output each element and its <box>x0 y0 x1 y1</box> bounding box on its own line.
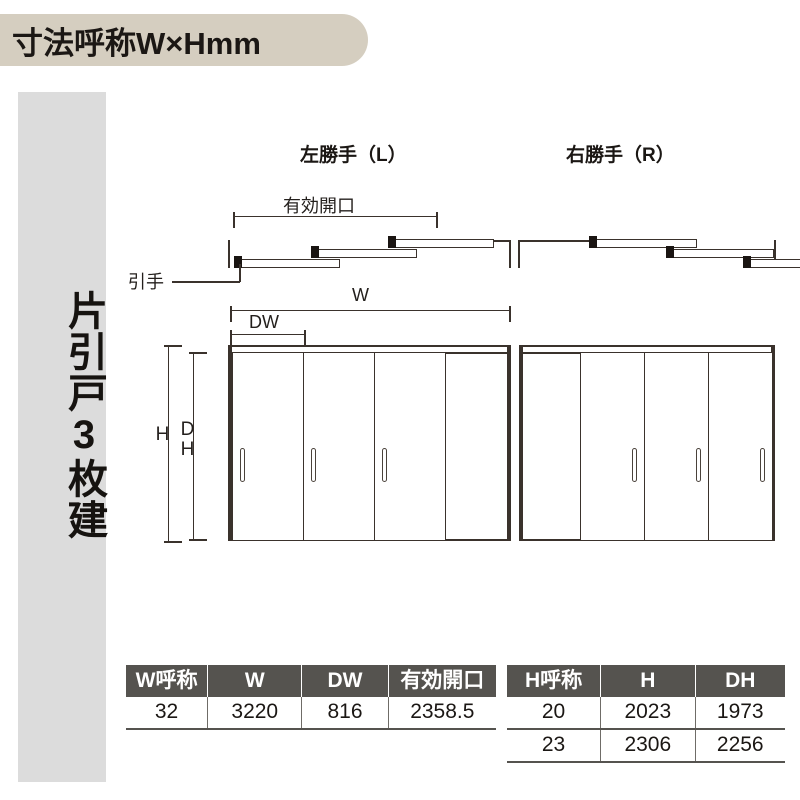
elev-door-3-l <box>374 352 446 541</box>
width-door-tick-start <box>230 330 232 346</box>
height-door-dimline <box>193 352 195 541</box>
height-door-tick-top <box>189 352 207 354</box>
td-clear-opening: 2358.5 <box>387 697 496 731</box>
th-h-nominal: H呼称 <box>507 665 602 698</box>
table-header-row-width: W呼称 W DW 有効開口 <box>126 665 496 698</box>
plan-jamb-right-r <box>774 240 777 268</box>
td-dw: 816 <box>301 697 389 731</box>
th-w: W <box>207 665 303 698</box>
plan-wall-top-left-r <box>518 240 592 242</box>
th-clear-opening: 有効開口 <box>387 665 496 698</box>
title-banner: 寸法呼称W×Hmm <box>0 14 368 66</box>
door-pull-handle-1-l <box>240 448 245 482</box>
width-door-tick-end <box>304 330 306 346</box>
td-w: 3220 <box>207 697 302 731</box>
plan-panel-2 <box>311 249 417 258</box>
clear-opening-tick-start <box>233 212 235 228</box>
plan-pull-handle-marker-1-r <box>589 236 597 248</box>
pull-handle-label-left: 引手 <box>128 272 164 292</box>
pull-handle-leader-vertical <box>239 264 241 282</box>
door-pull-handle-1-r <box>632 448 637 482</box>
height-door-label: DH <box>177 419 198 459</box>
height-spec-table: H呼称 H DH 20 2023 1973 23 2306 2256 <box>507 665 785 764</box>
elev-door-2-r <box>644 352 709 541</box>
door-pull-handle-2-r <box>696 448 701 482</box>
width-overall-tick-start <box>230 306 232 322</box>
elev-sill-open-r <box>523 539 581 541</box>
th-h: H <box>600 665 696 698</box>
plan-panel-3 <box>388 239 494 248</box>
clear-opening-tick-end <box>436 212 438 228</box>
td-dh-1: 2256 <box>694 729 785 764</box>
td-dh-0: 1973 <box>694 697 785 731</box>
door-pull-handle-3-r <box>760 448 765 482</box>
clear-opening-label-left: 有効開口 <box>283 196 355 216</box>
elev-sill-open-l <box>446 539 509 541</box>
elev-jamb-left-l <box>228 345 232 541</box>
height-overall-dimline <box>168 345 170 543</box>
plan-pull-handle-marker-2-r <box>666 246 674 258</box>
plan-jamb-left-r <box>518 240 521 268</box>
elev-door-1-r <box>580 352 645 541</box>
height-door-tick-bottom <box>189 539 207 541</box>
category-sidebar: 片引戸3枚建 <box>18 92 106 782</box>
th-dw: DW <box>301 665 389 698</box>
width-door-label: DW <box>249 312 279 332</box>
elev-door-3-r <box>708 352 773 541</box>
elev-door-2-l <box>303 352 375 541</box>
height-overall-tick-top <box>164 345 182 347</box>
elev-head-rail-top-l <box>228 345 511 347</box>
category-label: 片引戸3枚建 <box>62 290 106 540</box>
width-overall-label: W <box>352 285 369 305</box>
table-row: 20 2023 1973 <box>507 697 785 731</box>
plan-pull-handle-marker-3-r <box>743 256 751 268</box>
plan-jamb-right <box>509 240 512 268</box>
table-row: 32 3220 816 2358.5 <box>126 697 496 731</box>
plan-jamb-left <box>228 240 231 268</box>
plan-panel-1 <box>234 259 340 268</box>
plan-pull-handle-marker-1 <box>234 256 242 268</box>
td-h-nominal-0: 20 <box>507 697 601 731</box>
table-row: 23 2306 2256 <box>507 729 785 764</box>
plan-pull-handle-marker-2 <box>311 246 319 258</box>
td-h-0: 2023 <box>600 697 696 731</box>
plan-panel-1-r <box>591 239 697 248</box>
td-w-nominal: 32 <box>126 697 208 731</box>
height-overall-label: H <box>152 424 173 444</box>
plan-panel-3-r <box>745 259 800 268</box>
plan-panel-2-r <box>668 249 774 258</box>
th-dh: DH <box>694 665 785 698</box>
elev-door-1-l <box>232 352 304 541</box>
elev-jamb-left-r <box>519 345 523 541</box>
door-pull-handle-3-l <box>382 448 387 482</box>
height-overall-tick-bottom <box>164 541 182 543</box>
page-title: 寸法呼称W×Hmm <box>12 25 261 61</box>
door-pull-handle-2-l <box>311 448 316 482</box>
width-door-dimline <box>230 334 305 336</box>
table-header-row-height: H呼称 H DH <box>507 665 785 698</box>
td-h-1: 2306 <box>600 729 696 764</box>
elev-jamb-right-r <box>771 345 775 541</box>
view-heading-left: 左勝手（L） <box>300 145 407 166</box>
td-h-nominal-1: 23 <box>507 729 601 764</box>
width-spec-table: W呼称 W DW 有効開口 32 3220 816 2358.5 <box>126 665 496 731</box>
width-overall-tick-end <box>509 306 511 322</box>
elev-jamb-right-l <box>507 345 511 541</box>
width-overall-dimline <box>230 310 511 312</box>
plan-pull-handle-marker-3 <box>388 236 396 248</box>
pull-handle-leader-horizontal <box>172 281 240 283</box>
elev-head-rail-top-r <box>519 345 775 347</box>
clear-opening-dimline <box>233 216 437 218</box>
view-heading-right: 右勝手（R） <box>566 145 675 166</box>
th-w-nominal: W呼称 <box>126 665 209 698</box>
